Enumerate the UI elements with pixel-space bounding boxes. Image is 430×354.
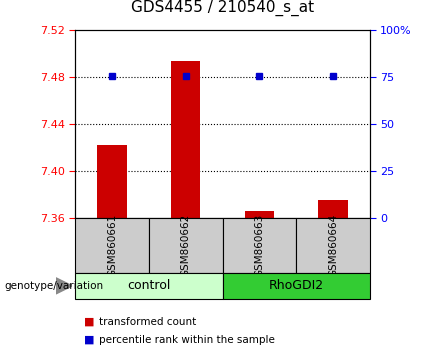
Text: ■: ■: [84, 317, 94, 327]
Text: RhoGDI2: RhoGDI2: [269, 279, 324, 292]
Bar: [296, 218, 370, 273]
Text: GSM860661: GSM860661: [107, 213, 117, 277]
Bar: [97, 145, 127, 218]
Bar: [75, 218, 149, 273]
Text: control: control: [127, 279, 171, 292]
Bar: [223, 273, 370, 299]
Bar: [318, 200, 348, 218]
Text: percentile rank within the sample: percentile rank within the sample: [99, 335, 275, 345]
Bar: [149, 218, 223, 273]
Text: genotype/variation: genotype/variation: [4, 281, 104, 291]
Text: transformed count: transformed count: [99, 317, 196, 327]
Text: GSM860663: GSM860663: [254, 213, 264, 277]
Bar: [75, 273, 223, 299]
Text: ■: ■: [84, 335, 94, 345]
Bar: [245, 211, 274, 218]
Polygon shape: [56, 278, 72, 294]
Bar: [171, 61, 200, 218]
Text: GSM860662: GSM860662: [181, 213, 191, 277]
Text: GDS4455 / 210540_s_at: GDS4455 / 210540_s_at: [131, 0, 314, 16]
Text: GSM860664: GSM860664: [328, 213, 338, 277]
Bar: [223, 218, 296, 273]
